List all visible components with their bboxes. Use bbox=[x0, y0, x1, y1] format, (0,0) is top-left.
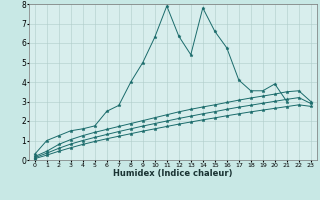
X-axis label: Humidex (Indice chaleur): Humidex (Indice chaleur) bbox=[113, 169, 233, 178]
